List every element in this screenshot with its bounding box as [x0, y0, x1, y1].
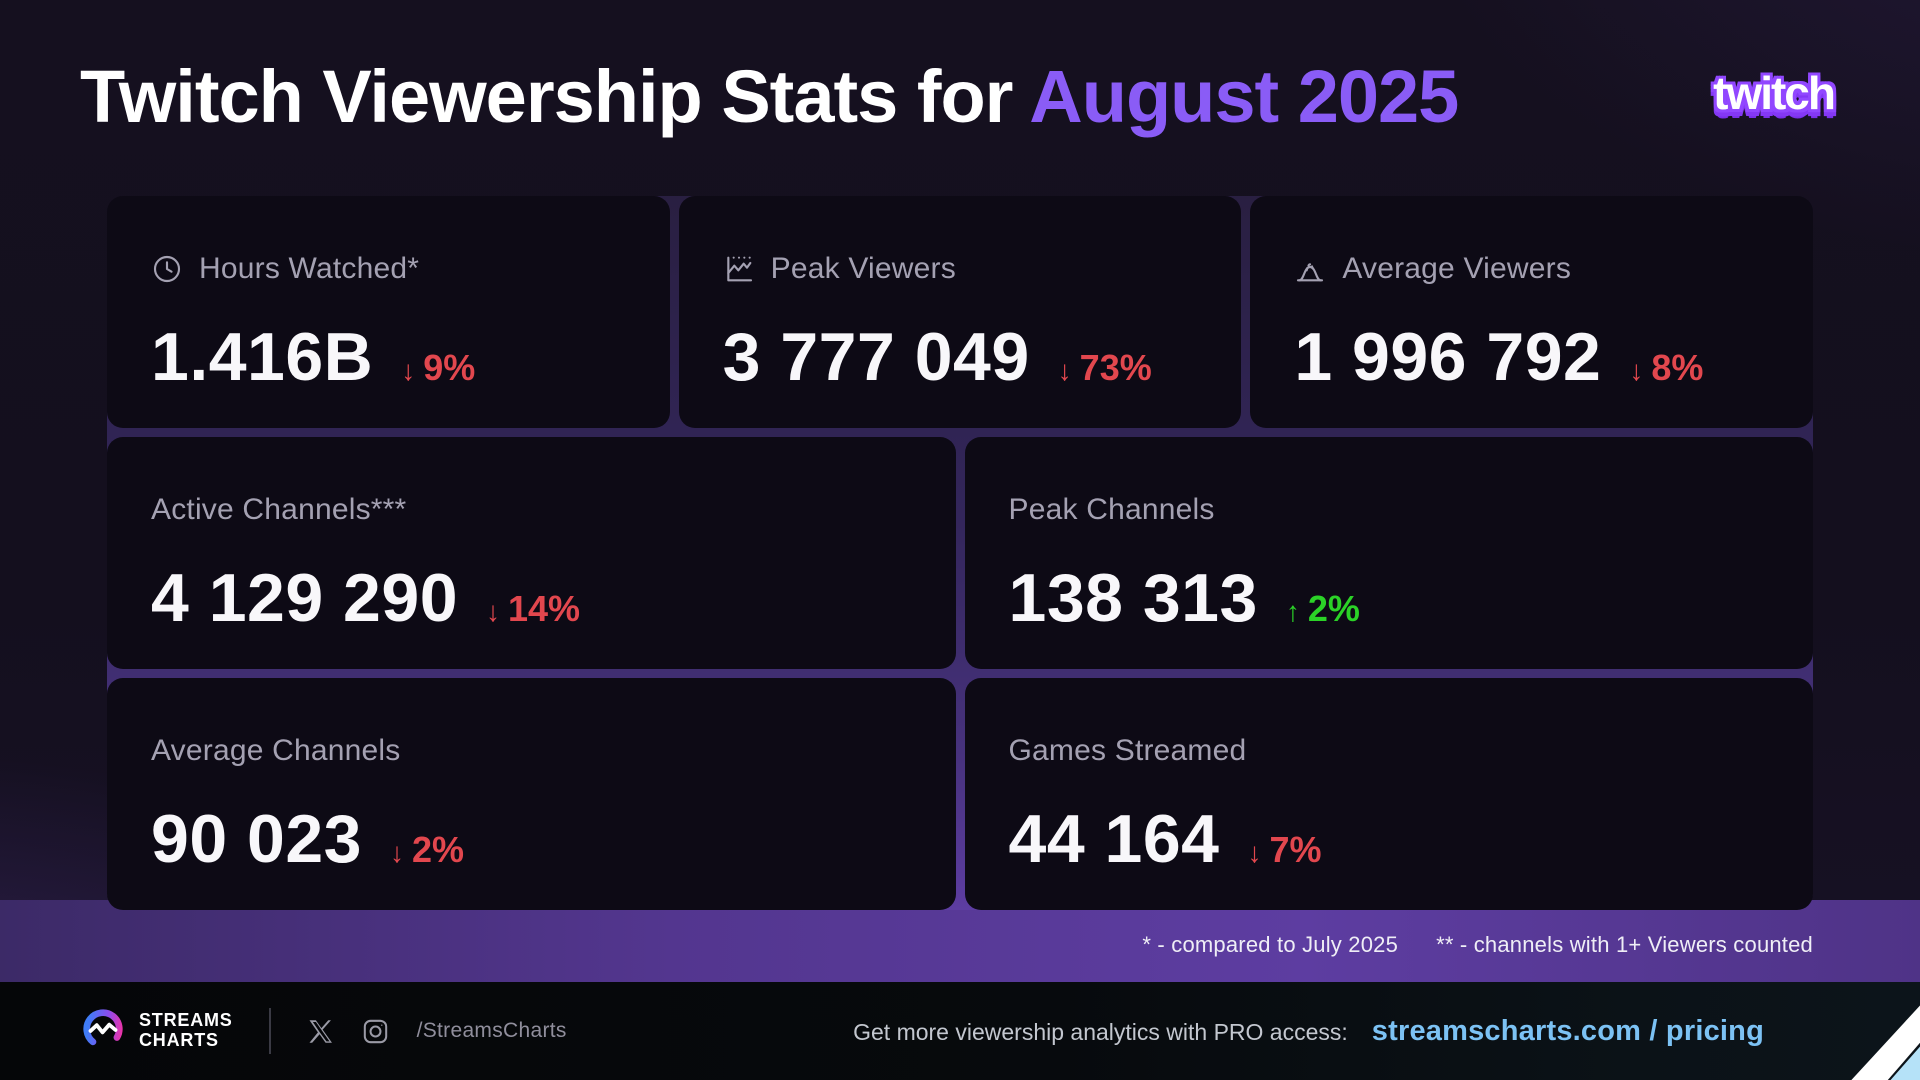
stat-value: 44 164: [1008, 801, 1220, 877]
streamscharts-logo-icon: [80, 1006, 126, 1057]
stat-delta: ↓ 2%: [389, 829, 465, 870]
header: Twitch Viewership Stats for August 2025 …: [80, 42, 1844, 152]
footnote-compared: * - compared to July 2025: [1142, 932, 1399, 957]
arrow-down-icon: ↓: [1057, 355, 1072, 386]
stat-label: Hours Watched*: [199, 252, 420, 285]
stat-label: Average Viewers: [1342, 252, 1572, 285]
card-games-streamed: Games Streamed 44 164 ↓ 7%: [964, 678, 1813, 910]
stat-value: 138 313: [1008, 560, 1258, 636]
stat-value: 1.416B: [151, 319, 374, 395]
arrow-down-icon: ↓: [1247, 837, 1262, 868]
social-handle[interactable]: /StreamsCharts: [416, 1019, 567, 1042]
stat-delta: ↓ 14%: [486, 588, 581, 629]
clock-icon: [151, 253, 183, 285]
stat-delta: ↓ 73%: [1057, 347, 1152, 388]
footnote-band: [0, 900, 1920, 984]
footer: STREAMS CHARTS /StreamsCharts Get more v…: [0, 982, 1920, 1080]
card-hours-watched: Hours Watched* 1.416B ↓ 9%: [107, 196, 670, 428]
arrow-up-icon: ↑: [1285, 596, 1300, 627]
stat-delta: ↑ 2%: [1285, 588, 1360, 629]
page-title-text: Twitch Viewership Stats for: [80, 55, 1030, 138]
distribution-icon: [1294, 253, 1326, 285]
arrow-down-icon: ↓: [389, 837, 404, 868]
pricing-link[interactable]: streamscharts.com / pricing: [1371, 1014, 1764, 1047]
x-twitter-icon[interactable]: [307, 1018, 334, 1045]
stats-grid: Hours Watched* 1.416B ↓ 9% Peak Viewers 3…: [107, 196, 1813, 910]
card-average-channels: Average Channels 90 023 ↓ 2%: [107, 678, 956, 910]
footnotes: * - compared to July 2025 ** - channels …: [1142, 932, 1813, 958]
stat-value: 4 129 290: [151, 560, 459, 636]
stat-value: 90 023: [151, 801, 362, 877]
card-peak-channels: Peak Channels 138 313 ↑ 2%: [964, 437, 1813, 669]
instagram-icon[interactable]: [362, 1018, 389, 1045]
footnote-channels: ** - channels with 1+ Viewers counted: [1436, 932, 1813, 957]
arrow-down-icon: ↓: [1629, 355, 1644, 386]
brand-name: STREAMS CHARTS: [139, 1010, 233, 1050]
twitch-logo: twitch: [1713, 67, 1836, 119]
arrow-down-icon: ↓: [486, 596, 501, 627]
stat-label: Games Streamed: [1008, 734, 1247, 767]
streamscharts-brand[interactable]: STREAMS CHARTS: [80, 1006, 233, 1057]
page-title-period: August 2025: [1029, 55, 1459, 138]
stat-delta: ↓ 7%: [1247, 829, 1322, 870]
card-active-channels: Active Channels*** 4 129 290 ↓ 14%: [107, 437, 956, 669]
card-average-viewers: Average Viewers 1 996 792 ↓ 8%: [1250, 196, 1813, 428]
promo-text: Get more viewership analytics with PRO a…: [853, 1018, 1348, 1045]
stat-label: Peak Viewers: [770, 252, 956, 285]
page-title: Twitch Viewership Stats for August 2025: [80, 60, 1459, 134]
stat-value: 1 996 792: [1294, 319, 1602, 395]
stat-value: 3 777 049: [722, 319, 1030, 395]
divider: [268, 1008, 271, 1054]
stat-label: Active Channels***: [151, 493, 407, 526]
stat-delta: ↓ 9%: [401, 347, 476, 388]
peak-chart-icon: [723, 253, 755, 285]
stat-delta: ↓ 8%: [1629, 347, 1704, 388]
stat-label: Peak Channels: [1008, 493, 1215, 526]
stat-label: Average Channels: [151, 734, 401, 767]
arrow-down-icon: ↓: [401, 355, 416, 386]
card-peak-viewers: Peak Viewers 3 777 049 ↓ 73%: [678, 196, 1242, 428]
